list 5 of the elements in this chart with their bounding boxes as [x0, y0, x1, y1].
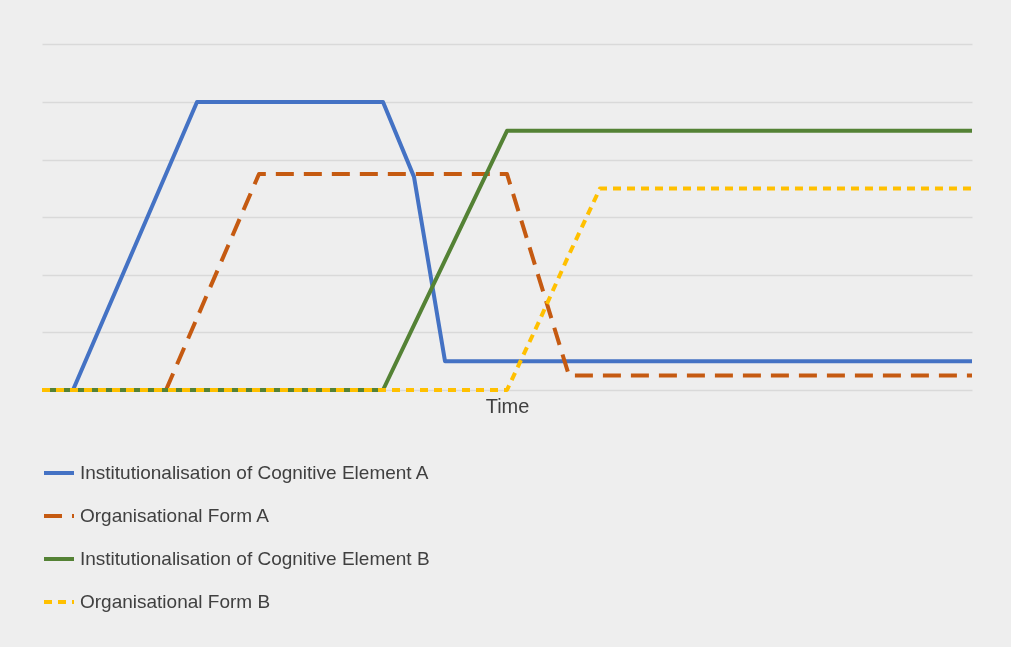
legend-label: Institutionalisation of Cognitive Element B — [80, 548, 430, 569]
legend-label: Institutionalisation of Cognitive Element A — [80, 462, 429, 483]
legend-label: Organisational Form A — [80, 505, 270, 526]
legend-label: Organisational Form B — [80, 591, 271, 612]
x-axis-title: Time — [485, 394, 530, 417]
